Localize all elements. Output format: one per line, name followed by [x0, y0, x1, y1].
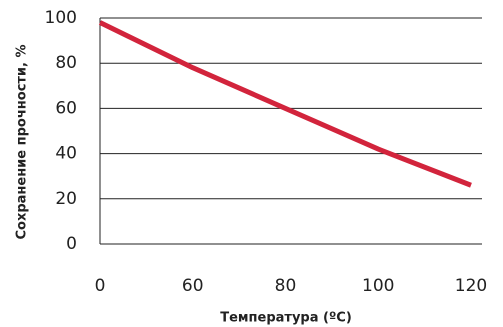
- y-axis-title: Сохранение прочности, %: [15, 44, 30, 239]
- x-tick-label: 120: [455, 276, 487, 296]
- y-tick-label: 60: [55, 98, 77, 118]
- y-tick-label: 40: [55, 144, 77, 164]
- y-tick-label: 80: [55, 53, 77, 73]
- x-tick-label: 100: [362, 276, 394, 296]
- y-tick-label: 0: [66, 234, 77, 254]
- y-tick-label: 20: [55, 189, 77, 209]
- x-axis-title: Температура (ºC): [220, 311, 352, 326]
- x-tick-label: 80: [275, 276, 297, 296]
- x-tick-label: 60: [182, 276, 204, 296]
- x-tick-label: 0: [95, 276, 106, 296]
- data-line: [98, 20, 472, 188]
- y-tick-label: 100: [45, 8, 77, 28]
